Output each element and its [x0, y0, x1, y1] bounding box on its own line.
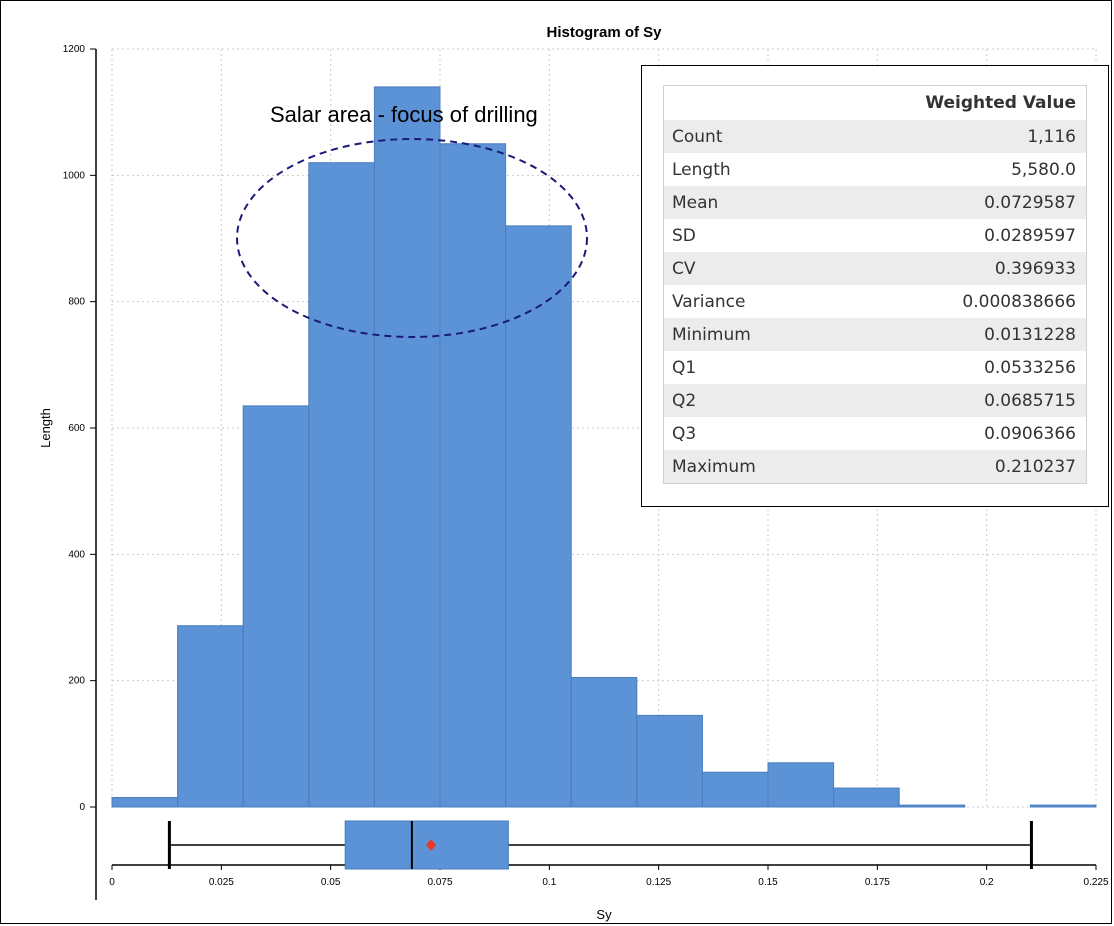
stats-row: Mean 0.0729587	[664, 186, 1086, 219]
stats-row-value: 0.000838666	[962, 291, 1076, 312]
x-tick-label: 0.1	[542, 877, 556, 888]
x-tick-label: 0.2	[980, 877, 994, 888]
stats-row: Variance 0.000838666	[664, 285, 1086, 318]
y-tick-label: 800	[68, 297, 85, 308]
x-tick-label: 0.075	[427, 877, 452, 888]
annotation-label: Salar area - focus of drilling	[270, 102, 538, 127]
stats-row-value: 0.0685715	[822, 384, 1086, 417]
stats-header: Weighted Value	[925, 93, 1076, 113]
histogram-bar	[373, 86, 441, 808]
stats-row-label: Variance	[672, 291, 746, 312]
histogram-bar	[833, 787, 900, 808]
stats-row: Q3 0.0906366	[664, 417, 1086, 450]
stats-row-value: 1,116	[822, 120, 1086, 153]
histogram-bar	[898, 804, 966, 808]
annotation: Salar area - focus of drilling	[236, 102, 588, 338]
y-tick-label: 1000	[63, 170, 86, 181]
stats-row-label: Q1	[672, 357, 697, 378]
y-tick-label: 600	[68, 423, 85, 434]
stats-row: Maximum 0.210237	[664, 450, 1086, 483]
stats-panel: Weighted Value Count 1,116 Length 5,580.0 Me…	[641, 65, 1109, 507]
x-axis-label: Sy	[596, 907, 612, 922]
x-tick-label: 0.025	[209, 877, 234, 888]
histogram-bars	[111, 86, 1097, 808]
boxplot-mean-marker	[426, 839, 437, 851]
y-tick-label: 200	[68, 676, 85, 687]
x-tick-label: 0.05	[321, 877, 341, 888]
histogram-bar	[242, 405, 310, 808]
x-tick-label: 0.225	[1083, 877, 1108, 888]
x-tick-label: 0	[109, 877, 115, 888]
x-tick-label: 0.15	[758, 877, 778, 888]
histogram-bar	[177, 625, 244, 808]
histogram-bar	[636, 714, 703, 808]
boxplot	[167, 820, 1033, 870]
histogram-bar	[767, 762, 835, 808]
axes: 0 0.025 0.05 0.075 0.1 0.125 0.15 0.175 0.2 0.225…	[63, 44, 1109, 900]
stats-row-value: 0.0729587	[822, 186, 1086, 219]
y-axis-label: Length	[38, 408, 53, 448]
stats-row-value: 0.0906366	[984, 423, 1076, 444]
y-tick-label: 400	[68, 549, 85, 560]
stats-row-label: Q2	[664, 384, 823, 417]
y-tick-label: 0	[79, 802, 85, 813]
x-tick-label: 0.175	[865, 877, 890, 888]
histogram-bar	[505, 225, 572, 808]
stats-row-label: CV	[664, 252, 823, 285]
x-tick-label: 0.125	[646, 877, 671, 888]
stats-row-value: 0.0533256	[984, 357, 1076, 378]
stats-row-value: 5,580.0	[1011, 159, 1076, 180]
stats-row-value: 0.0289597	[984, 225, 1076, 246]
stats-row: Minimum 0.0131228	[664, 318, 1086, 351]
histogram-bar	[1029, 804, 1097, 808]
stats-row-label: Minimum	[664, 318, 823, 351]
stats-row-value: 0.396933	[822, 252, 1086, 285]
stats-row-label: SD	[672, 225, 696, 246]
stats-table: Weighted Value Count 1,116 Length 5,580.0 Me…	[664, 86, 1086, 483]
histogram-bar	[111, 797, 179, 808]
stats-row-label: Q3	[672, 423, 697, 444]
stats-row: Length 5,580.0	[664, 153, 1086, 186]
stats-body: Count 1,116 Length 5,580.0 Mean 0.0729587 SD 0.…	[664, 120, 1086, 483]
stats-row-label: Mean	[664, 186, 823, 219]
stats-row-label: Count	[664, 120, 823, 153]
stats-row: Count 1,116	[664, 120, 1086, 153]
stats-row: CV 0.396933	[664, 252, 1086, 285]
stats-row-value: 0.210237	[822, 450, 1086, 483]
stats-row: Q2 0.0685715	[664, 384, 1086, 417]
stats-row-label: Maximum	[664, 450, 823, 483]
histogram-bar	[308, 162, 375, 808]
stats-table-frame: Weighted Value Count 1,116 Length 5,580.0 Me…	[663, 85, 1087, 484]
stats-header-row: Weighted Value	[664, 86, 1086, 120]
histogram-bar	[439, 143, 507, 808]
y-tick-label: 1200	[63, 44, 86, 55]
annotation-ellipse	[236, 138, 588, 338]
stats-row-label: Length	[672, 159, 731, 180]
histogram-bar	[701, 771, 769, 808]
stats-row: SD 0.0289597	[664, 219, 1086, 252]
stats-row: Q1 0.0533256	[664, 351, 1086, 384]
stats-header-empty	[664, 86, 823, 120]
stats-row-value: 0.0131228	[822, 318, 1086, 351]
histogram-bar	[570, 677, 638, 808]
chart-title: Histogram of Sy	[546, 24, 662, 41]
